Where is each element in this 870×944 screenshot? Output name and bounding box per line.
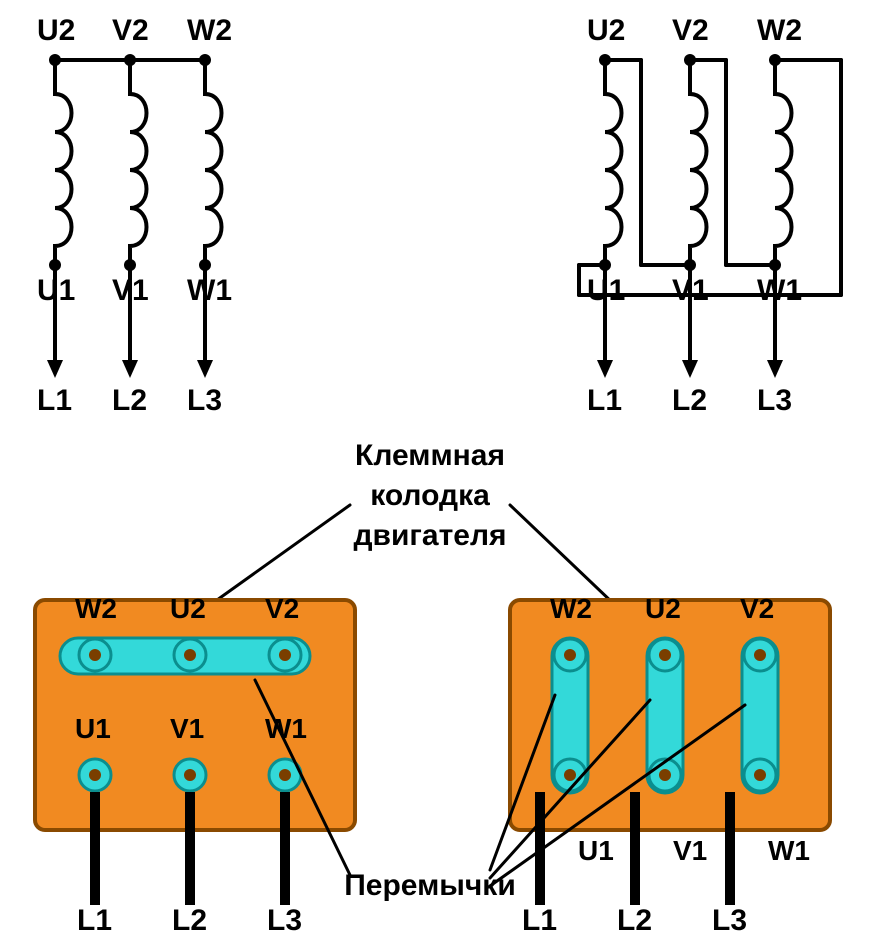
delta-coil bbox=[690, 80, 707, 260]
delta-mid-label: W1 bbox=[757, 274, 802, 307]
arrow-head bbox=[767, 360, 783, 378]
star-mid-label: V1 bbox=[112, 274, 149, 307]
terminal-label: V1 bbox=[673, 835, 707, 866]
star-bot-label: L1 bbox=[37, 384, 72, 417]
diagram-svg: U2 U1 L1 V2 V1 L2 W2 W1 L3 U2 U1 L1 V2 V1 L2 W2 W1 L3 Клем… bbox=[0, 0, 870, 944]
arrow-head bbox=[197, 360, 213, 378]
screw-hole bbox=[564, 769, 576, 781]
star-coil bbox=[205, 80, 222, 260]
delta-top-label: U2 bbox=[587, 14, 625, 47]
coil-path bbox=[775, 80, 792, 260]
star-top-label: V2 bbox=[112, 14, 149, 47]
terminal-label: U2 bbox=[645, 593, 681, 624]
lead-label: L2 bbox=[617, 904, 652, 937]
lead-label: L1 bbox=[522, 904, 557, 937]
star-top-label: W2 bbox=[187, 14, 232, 47]
screw-hole bbox=[184, 769, 196, 781]
terminal-label: U2 bbox=[170, 593, 206, 624]
screw-hole bbox=[754, 649, 766, 661]
screw-hole bbox=[89, 769, 101, 781]
coil-path bbox=[205, 80, 222, 260]
coil-path bbox=[605, 80, 622, 260]
terminal-label: V2 bbox=[740, 593, 774, 624]
star-bot-label: L2 bbox=[112, 384, 147, 417]
terminal-label: V1 bbox=[170, 713, 204, 744]
delta-bot-label: L2 bbox=[672, 384, 707, 417]
caption-pointer bbox=[210, 505, 350, 605]
star-mid-label: U1 bbox=[37, 274, 75, 307]
terminal-label: W1 bbox=[265, 713, 307, 744]
screw-hole bbox=[754, 769, 766, 781]
terminal-label: W1 bbox=[768, 835, 810, 866]
screw-hole bbox=[89, 649, 101, 661]
screw-hole bbox=[184, 649, 196, 661]
terminal-left bbox=[35, 600, 355, 905]
screw-hole bbox=[279, 649, 291, 661]
caption-pointer bbox=[510, 505, 615, 605]
star-coil bbox=[55, 80, 72, 260]
arrow-head bbox=[682, 360, 698, 378]
screw-hole bbox=[659, 649, 671, 661]
delta-top-label: V2 bbox=[672, 14, 709, 47]
terminal-caption: колодка bbox=[370, 479, 490, 512]
lead-label: L1 bbox=[77, 904, 112, 937]
terminal-caption: Клеммная bbox=[355, 439, 505, 472]
terminal-label: W2 bbox=[550, 593, 592, 624]
terminal-caption: двигателя bbox=[353, 519, 506, 552]
star-bot-label: L3 bbox=[187, 384, 222, 417]
star-coil bbox=[130, 80, 147, 260]
lead-label: L3 bbox=[712, 904, 747, 937]
delta-coil bbox=[775, 80, 792, 260]
arrow-head bbox=[122, 360, 138, 378]
star-top-label: U2 bbox=[37, 14, 75, 47]
terminal-label: U1 bbox=[578, 835, 614, 866]
terminal-label: W2 bbox=[75, 593, 117, 624]
diagram-root: U2 U1 L1 V2 V1 L2 W2 W1 L3 U2 U1 L1 V2 V1 L2 W2 W1 L3 Клем… bbox=[0, 0, 870, 944]
delta-bot-label: L1 bbox=[587, 384, 622, 417]
lead-label: L2 bbox=[172, 904, 207, 937]
screw-hole bbox=[564, 649, 576, 661]
screw-hole bbox=[279, 769, 291, 781]
arrow-head bbox=[597, 360, 613, 378]
lead-label: L3 bbox=[267, 904, 302, 937]
delta-mid-label: U1 bbox=[587, 274, 625, 307]
screw-hole bbox=[659, 769, 671, 781]
coil-path bbox=[130, 80, 147, 260]
coil-path bbox=[55, 80, 72, 260]
delta-mid-label: V1 bbox=[672, 274, 709, 307]
arrow-head bbox=[47, 360, 63, 378]
delta-coil bbox=[605, 80, 622, 260]
coil-path bbox=[690, 80, 707, 260]
terminal-label: U1 bbox=[75, 713, 111, 744]
terminal-label: V2 bbox=[265, 593, 299, 624]
delta-top-label: W2 bbox=[757, 14, 802, 47]
star-mid-label: W1 bbox=[187, 274, 232, 307]
delta-bot-label: L3 bbox=[757, 384, 792, 417]
